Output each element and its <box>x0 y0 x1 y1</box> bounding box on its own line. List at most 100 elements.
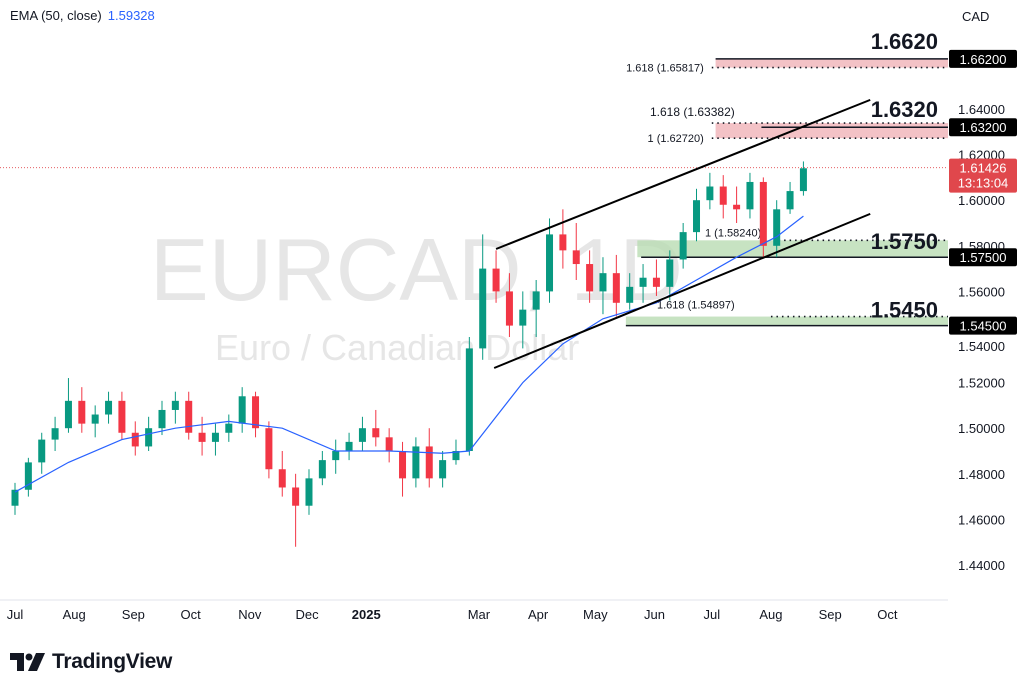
x-tick-label: Jun <box>644 607 665 622</box>
candle-body <box>11 489 19 506</box>
level-label: 1.6620 <box>871 29 938 54</box>
candle-body <box>225 423 233 433</box>
candle-body <box>358 428 366 442</box>
candle-body <box>105 400 113 415</box>
candle-body <box>64 400 72 429</box>
y-tick-label: 1.50000 <box>958 421 1005 436</box>
candle-body <box>559 234 567 251</box>
x-tick-label: Jul <box>7 607 24 622</box>
price-tag-label: 1.66200 <box>960 52 1007 67</box>
fib-label: 1.618 (1.65817) <box>626 63 704 75</box>
candle-body <box>145 428 153 447</box>
candle-body <box>252 396 260 429</box>
candle-body <box>746 181 754 210</box>
candle-body <box>799 168 807 192</box>
candle-body <box>465 348 473 451</box>
candle-body <box>185 400 193 433</box>
price-tag-label: 1.54500 <box>960 319 1007 334</box>
level-label: 1.6320 <box>871 97 938 122</box>
y-tick-label: 1.52000 <box>958 376 1005 391</box>
level-zone <box>625 316 948 326</box>
price-tag <box>949 118 1017 137</box>
fib-label: 1 (1.58240) <box>705 227 761 239</box>
candle-body <box>51 428 59 440</box>
y-tick-label: 1.54000 <box>958 339 1005 354</box>
indicator-value: 1.59328 <box>107 8 155 23</box>
candle-body <box>706 186 714 201</box>
channel-upper-line <box>495 98 871 250</box>
price-tag-label: 1.63200 <box>960 120 1007 135</box>
candle-body <box>773 209 781 246</box>
candle-body <box>305 478 313 506</box>
candle-body <box>452 451 460 461</box>
candle-body <box>24 462 32 490</box>
candle-body <box>492 268 500 292</box>
candle-body <box>639 277 647 287</box>
candle-body <box>399 451 407 479</box>
candle-body <box>599 273 607 292</box>
last-price-label: 1.61426 <box>960 161 1007 176</box>
level-label: 1.5450 <box>871 298 938 323</box>
candle-body <box>385 437 393 451</box>
level-zone <box>637 240 948 258</box>
x-tick-label: Oct <box>181 607 202 622</box>
x-tick-label: Nov <box>238 607 262 622</box>
fib-label: 1 (1.62720) <box>648 133 704 145</box>
candle-body <box>612 273 620 303</box>
candle-body <box>505 291 513 326</box>
level-label: 1.5750 <box>871 229 938 254</box>
x-tick-label: Sep <box>819 607 842 622</box>
candle-body <box>546 234 554 292</box>
candle-body <box>278 469 286 488</box>
candle-body <box>626 286 634 303</box>
indicator-legend[interactable]: EMA (50, close) 1.59328 <box>10 8 155 23</box>
y-tick-label: 1.48000 <box>958 467 1005 482</box>
candle-body <box>318 460 326 479</box>
candle-body <box>265 428 273 470</box>
candle-body <box>586 264 594 292</box>
currency-label: CAD <box>962 9 990 24</box>
candle-body <box>292 487 300 506</box>
price-tag <box>949 248 1017 267</box>
y-tick-label: 1.46000 <box>958 512 1005 527</box>
candle-body <box>679 232 687 260</box>
watermark-symbol: EURCAD, 1D <box>150 220 683 319</box>
brand-name: TradingView <box>52 650 173 673</box>
y-tick-label: 1.64000 <box>958 102 1005 117</box>
candle-body <box>652 277 660 287</box>
fib-label: 1.618 (1.54897) <box>657 300 735 312</box>
tradingview-logo[interactable]: TradingView <box>10 650 172 674</box>
candle-body <box>479 268 487 349</box>
price-tag <box>949 316 1017 335</box>
channel-lower-line <box>493 212 871 369</box>
tradingview-logo-icon <box>10 653 45 671</box>
candle-body <box>238 396 246 424</box>
countdown-label: 13:13:04 <box>958 176 1009 191</box>
candle-body <box>425 446 433 479</box>
price-tag <box>949 49 1017 68</box>
x-tick-label: Oct <box>877 607 898 622</box>
candle-body <box>118 400 126 433</box>
candle-body <box>91 414 99 424</box>
x-tick-label: Jul <box>703 607 720 622</box>
x-tick-label: Dec <box>296 607 320 622</box>
x-tick-label: Sep <box>122 607 145 622</box>
candle-body <box>211 432 219 442</box>
last-price-badge <box>949 158 1017 193</box>
level-zone <box>715 58 948 68</box>
candle-body <box>345 441 353 451</box>
x-tick-label: Aug <box>63 607 86 622</box>
x-tick-label: 2025 <box>352 607 381 622</box>
candle-body <box>693 200 701 233</box>
ema-line <box>14 215 804 493</box>
candle-body <box>786 191 794 210</box>
candle-body <box>532 291 540 310</box>
x-tick-label: Apr <box>528 607 549 622</box>
candle-body <box>666 259 674 287</box>
x-tick-label: Mar <box>468 607 491 622</box>
level-zone <box>715 123 948 139</box>
candle-body <box>519 309 527 326</box>
y-tick-label: 1.60000 <box>958 193 1005 208</box>
price-tag-label: 1.57500 <box>960 250 1007 265</box>
